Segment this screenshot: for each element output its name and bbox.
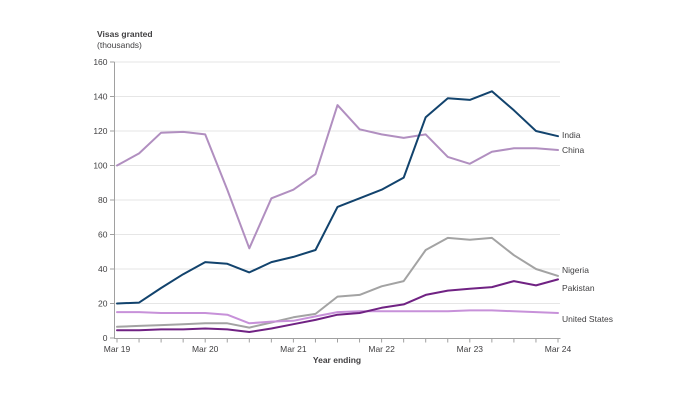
series-line-china <box>116 104 559 250</box>
y-tick-label: 140 <box>93 92 107 102</box>
series-line-pakistan <box>116 278 559 333</box>
y-tick-label: 0 <box>103 333 108 343</box>
y-tick-label: 160 <box>93 57 107 67</box>
x-tick-label: Mar 24 <box>545 344 572 354</box>
chart-title: Visas granted <box>97 29 153 39</box>
x-axis-title: Year ending <box>312 355 362 365</box>
series-label-china: China <box>562 145 585 155</box>
y-tick-label: 60 <box>98 230 108 240</box>
x-tick-label: Mar 20 <box>192 344 219 354</box>
y-tick-label: 100 <box>93 161 107 171</box>
x-tick-label: Mar 22 <box>368 344 395 354</box>
y-tick-label: 80 <box>98 195 108 205</box>
y-tick-label: 120 <box>93 126 107 136</box>
y-tick-label: 20 <box>98 299 108 309</box>
chart-subtitle: (thousands) <box>97 40 142 50</box>
y-tick-label: 40 <box>98 264 108 274</box>
series-label-india: India <box>562 129 581 140</box>
x-tick-label: Mar 19 <box>104 344 131 354</box>
x-tick-label: Mar 23 <box>457 344 484 354</box>
series-line-india <box>116 90 559 305</box>
series-line-nigeria <box>116 236 559 329</box>
series-label-pakistan: Pakistan <box>562 283 595 293</box>
series-line-united-states <box>116 309 559 325</box>
x-tick-label: Mar 21 <box>280 344 307 354</box>
series-label-united-states: United States <box>562 314 614 324</box>
series-label-nigeria: Nigeria <box>562 265 589 275</box>
